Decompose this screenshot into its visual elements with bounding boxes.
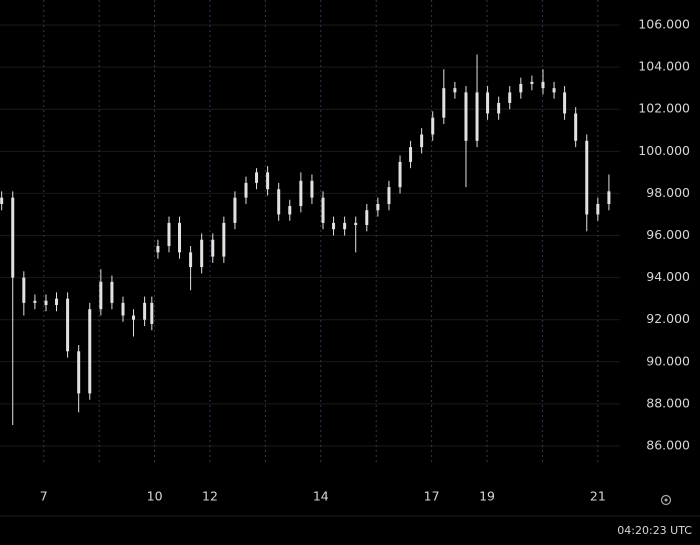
y-tick-label: 90.000 — [646, 353, 690, 368]
candle-body — [486, 92, 490, 114]
candle-body — [563, 92, 567, 114]
candle-body — [552, 88, 556, 93]
candle-body — [387, 187, 391, 204]
candle-body — [121, 302, 125, 316]
candle-body — [55, 298, 59, 305]
candle-body — [244, 182, 248, 198]
candle-body — [321, 197, 325, 223]
candle-body — [585, 140, 589, 215]
y-tick-label: 104.000 — [638, 59, 690, 74]
candle-body — [398, 161, 402, 188]
candle-body — [110, 281, 114, 303]
candle-body — [66, 298, 70, 352]
candle-body — [596, 203, 600, 215]
candle-body — [464, 92, 468, 141]
candle-body — [508, 92, 512, 103]
candle-body — [150, 302, 154, 324]
candle-body — [22, 277, 26, 303]
candle-body — [607, 191, 611, 204]
candle-body — [574, 113, 578, 141]
candle-body — [453, 88, 457, 93]
candle-body — [409, 147, 413, 162]
candle-body — [376, 203, 380, 211]
x-tick-label: 19 — [479, 489, 495, 504]
y-tick-label: 106.000 — [638, 17, 690, 32]
candle-body — [233, 197, 237, 223]
candle-body — [156, 246, 160, 253]
y-tick-label: 94.000 — [646, 269, 690, 284]
candle-body — [77, 351, 81, 394]
candle-body — [519, 83, 523, 93]
candle-body — [343, 222, 347, 230]
x-tick-label: 17 — [424, 489, 440, 504]
y-tick-label: 96.000 — [646, 227, 690, 242]
candle-body — [497, 102, 501, 114]
candle-body — [288, 206, 292, 215]
candle-body — [530, 81, 534, 84]
candle-body — [211, 239, 215, 257]
candle-body — [143, 302, 147, 320]
candle-body — [541, 81, 545, 89]
candle-body — [132, 315, 136, 320]
candle-body — [475, 92, 479, 141]
candle-body — [99, 281, 103, 310]
candle-body — [33, 300, 37, 303]
candle-body — [431, 117, 435, 135]
x-tick-label: 7 — [40, 489, 48, 504]
x-tick-label: 21 — [590, 489, 606, 504]
y-tick-label: 86.000 — [646, 438, 690, 453]
candle-body — [44, 300, 48, 305]
candle-body — [354, 222, 358, 226]
candle-body — [420, 134, 424, 148]
candle-body — [167, 222, 171, 247]
candle-body — [200, 239, 204, 268]
candle-body — [332, 222, 336, 230]
candle-body — [189, 252, 193, 268]
x-tick-label: 14 — [313, 489, 329, 504]
y-tick-label: 98.000 — [646, 185, 690, 200]
y-tick-label: 100.000 — [638, 143, 690, 158]
candle-body — [0, 197, 4, 204]
candle-body — [365, 210, 369, 226]
candle-body — [442, 88, 446, 118]
y-tick-label: 92.000 — [646, 311, 690, 326]
candle-body — [310, 180, 314, 198]
settings-icon[interactable] — [660, 494, 672, 506]
candle-body — [299, 180, 303, 207]
candle-body — [266, 172, 270, 190]
x-tick-label: 10 — [147, 489, 163, 504]
candle-body — [255, 172, 259, 183]
y-tick-label: 88.000 — [646, 395, 690, 410]
candle-body — [178, 222, 182, 253]
y-tick-label: 102.000 — [638, 101, 690, 116]
candle-body — [222, 222, 226, 257]
candle-body — [277, 189, 281, 215]
candle-body — [88, 309, 92, 394]
x-tick-label: 12 — [202, 489, 218, 504]
clock: 04:20:23 UTC — [617, 524, 692, 537]
candle-body — [11, 197, 15, 278]
